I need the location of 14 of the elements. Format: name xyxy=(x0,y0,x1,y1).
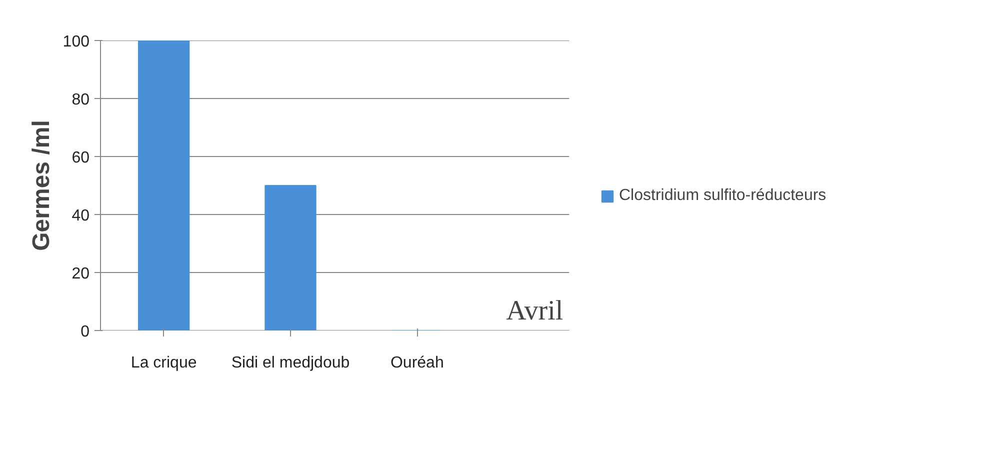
x-tick-label: Sidi el medjdoub xyxy=(231,354,350,372)
y-tick-label: 60 xyxy=(72,150,90,166)
y-axis-title: Germes /ml xyxy=(28,120,55,251)
x-tick-label: Ouréah xyxy=(390,354,444,372)
y-tick-label: 100 xyxy=(62,34,90,50)
y-tick-label: 0 xyxy=(80,324,90,340)
x-tick-label: La crique xyxy=(130,354,197,372)
y-tick-label: 20 xyxy=(72,266,90,282)
bar xyxy=(264,185,316,330)
y-tick-label: 40 xyxy=(72,208,90,224)
y-tick-label: 80 xyxy=(72,92,90,108)
legend-label: Clostridium sulfito-réducteurs xyxy=(619,187,826,205)
bar xyxy=(138,40,190,330)
annotation: Avril xyxy=(506,296,564,326)
